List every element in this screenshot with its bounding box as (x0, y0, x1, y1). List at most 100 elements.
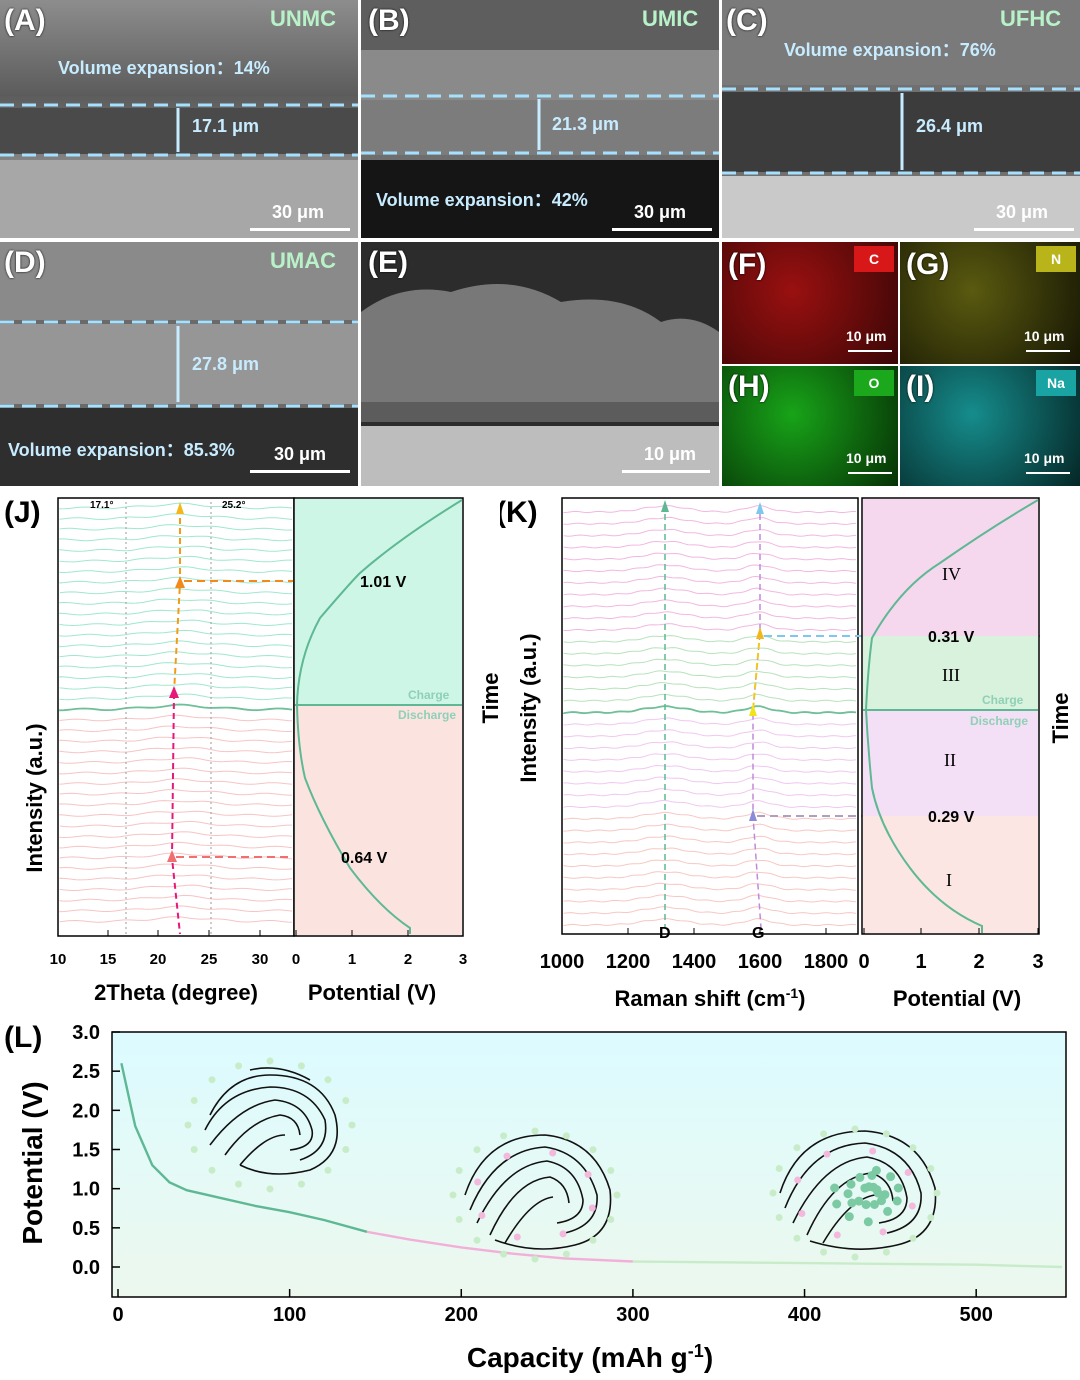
xrd-pattern-33 (59, 852, 293, 860)
l-curve-segment-0 (120, 1063, 368, 1233)
l-curve-segment-2 (632, 1260, 1063, 1269)
panel-c-label: (C) (726, 4, 768, 37)
xrd-pattern-0 (59, 502, 293, 510)
particle-2-cluster-dot (886, 1172, 896, 1182)
particle-2-surface-dot (775, 1165, 783, 1172)
l-xtick-label-1: 100 (273, 1304, 306, 1326)
panel-e-scale: 10 μm (644, 444, 697, 464)
l-xtick-label-5: 500 (959, 1304, 992, 1326)
particle-0-surface-dot (266, 1185, 274, 1193)
j-x-ticks: 10 15 20 25 30 (50, 930, 268, 968)
particle-0-surface-dot (266, 1057, 274, 1065)
raman-spectrum-17 (563, 705, 857, 715)
raman-d-marker (661, 500, 669, 512)
panel-h-scale: 10 μm (846, 450, 887, 466)
xrd-pattern-5 (59, 555, 292, 563)
xrd-pattern-31 (59, 831, 293, 839)
particle-2-surface-dot (927, 1214, 935, 1221)
element-badge-na: Na (1036, 370, 1076, 396)
raman-spectrum-32 (563, 882, 857, 891)
particle-2-cluster-dot (854, 1196, 864, 1206)
panel-j-label: (J) (4, 496, 41, 529)
panel-a-scale: 30 μm (272, 202, 325, 222)
raman-spectrum-29 (563, 847, 857, 856)
particle-0-surface-dot (342, 1146, 350, 1153)
raman-spectrum-27 (563, 823, 856, 832)
l-ytick-label-1: 0.5 (72, 1218, 100, 1240)
l-xtick-label-0: 0 (112, 1304, 123, 1326)
particle-2-cluster-dot (892, 1196, 902, 1206)
particle-dots (184, 1057, 941, 1263)
panel-j-figure: (J) Intensity (a.u.) 17.1° 25.2° 1.01 V … (4, 496, 503, 1005)
panel-g-label: (G) (906, 248, 950, 281)
particle-0-surface-dot (235, 1180, 243, 1188)
xrd-pattern-3 (59, 535, 293, 542)
particle-2-cluster-dot (846, 1179, 856, 1189)
panel-c-sample: UFHC (1000, 6, 1062, 31)
particle-1-pore-dot (559, 1230, 567, 1238)
xrd-frame (57, 497, 295, 937)
k-v-high: 0.31 V (928, 629, 975, 646)
sem-panel-d (0, 242, 358, 486)
j-v-high: 1.01 V (360, 574, 407, 591)
particle-1-surface-dot (562, 1250, 570, 1258)
particle-2-surface-dot (769, 1189, 777, 1197)
particle-0-surface-dot (297, 1180, 305, 1188)
panel-h-label: (H) (728, 370, 770, 403)
element-badge-c: C (854, 246, 894, 272)
panel-g-scalebar (1026, 350, 1070, 352)
l-ylabel: Potential (V) (17, 1081, 48, 1244)
particle-0-surface-dot (297, 1062, 305, 1070)
xrd-pattern-28 (59, 800, 293, 807)
l-ytick-label-5: 2.5 (72, 1061, 100, 1083)
xrd-peak1-label: 17.1° (90, 500, 113, 511)
k-region-iii (863, 636, 1038, 710)
particle-2-surface-dot (793, 1234, 801, 1242)
l-x-ticks: 0 100 200 300 400 500 (112, 1289, 993, 1326)
panel-i-scale: 10 μm (1024, 450, 1065, 466)
xrd-pattern-7 (59, 576, 293, 584)
k-region-i (863, 816, 1038, 933)
particle-1-pore-dot (549, 1149, 557, 1157)
particle-2-surface-dot (927, 1165, 935, 1172)
particle-1-pore-dot (588, 1204, 596, 1212)
particle-2-cluster-dot (880, 1190, 890, 1200)
particle-2-pore-dot (833, 1231, 841, 1239)
raman-spectrum-11 (563, 635, 857, 643)
xrd-pattern-8 (59, 587, 293, 595)
raman-spectrum-21 (563, 753, 857, 761)
raman-g-shift (752, 632, 761, 711)
xrd-marker-064 (167, 850, 177, 862)
raman-g-marker-031 (756, 627, 764, 639)
l-ytick-label-6: 3.0 (72, 1022, 100, 1044)
raman-spectrum-8 (563, 599, 857, 608)
l-xlabel-sup: -1 (688, 1341, 704, 1361)
l-xlabel-main: Capacity (mAh g (467, 1342, 688, 1373)
raman-spectrum-33 (563, 894, 857, 903)
panel-k-label: (K) (500, 496, 538, 529)
xrd-pattern-27 (59, 789, 292, 796)
particle-0-surface-dot (324, 1076, 332, 1084)
xrd-pattern-15 (59, 662, 293, 669)
xrd-pattern-4 (59, 545, 293, 552)
raman-spectrum-35 (563, 917, 857, 927)
panel-d-volume: Volume expansion：85.3% (8, 440, 235, 460)
particle-2-pore-dot (823, 1150, 831, 1158)
carbon-particle-3 (779, 1130, 937, 1250)
xrd-pattern-32 (59, 841, 293, 849)
raman-spectrum-5 (563, 564, 857, 573)
k-discharge-label: Discharge (970, 714, 1028, 728)
xrd-pattern-29 (59, 810, 293, 817)
panel-i-scalebar (1026, 472, 1070, 474)
panel-c-scalebar (974, 228, 1074, 231)
xrd-pattern-1 (59, 513, 293, 520)
particle-2-pore-dot (794, 1176, 802, 1184)
raman-g-marker-029 (749, 809, 757, 821)
raman-frame (561, 497, 859, 935)
raman-spectrum-34 (563, 906, 857, 915)
particle-2-surface-dot (909, 1144, 917, 1152)
k-xlabel2: Potential (V) (893, 986, 1021, 1011)
l-xlabel-end: ) (704, 1342, 713, 1373)
panel-a-sample: UNMC (270, 6, 336, 31)
panel-h-scalebar (848, 472, 892, 474)
